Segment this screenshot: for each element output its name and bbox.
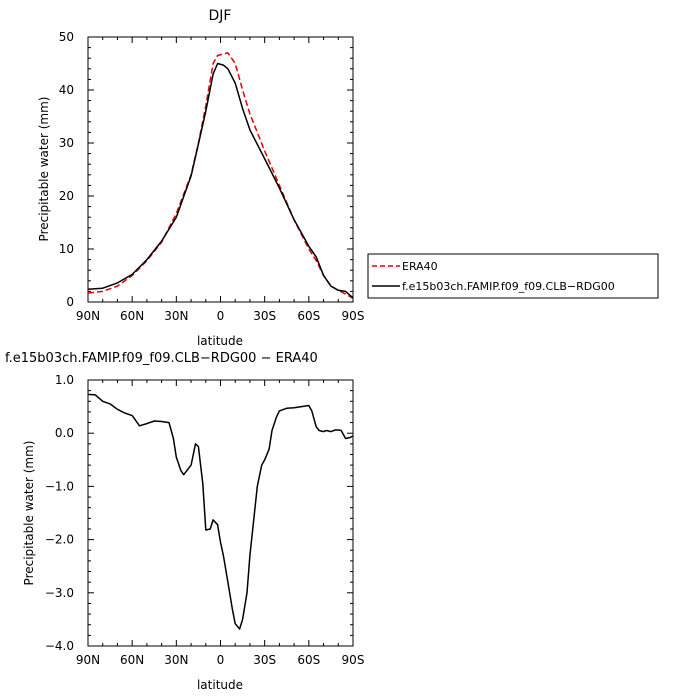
bottom-chart-title: f.e15b03ch.FAMIP.f09_f09.CLB−RDG00 − ERA… (5, 351, 318, 366)
top-chart-ytick-label: 50 (59, 30, 74, 44)
legend-model-label: f.e15b03ch.FAMIP.f09_f09.CLB−RDG00 (402, 280, 615, 293)
top-chart-series-line-1 (87, 62, 354, 299)
top-chart-xtick-label: 30S (253, 309, 276, 323)
top-chart-xtick-label: 0 (217, 309, 225, 323)
top-chart-ytick-label: 10 (59, 242, 74, 256)
bottom-chart-frame (87, 379, 354, 647)
top-chart-xtick-label: 60N (120, 309, 144, 323)
top-chart-ytick-label: 30 (59, 136, 74, 150)
top-chart-xtick-label: 90S (342, 309, 365, 323)
bottom-chart-xtick-label: 0 (217, 653, 225, 667)
top-chart-xtick-label: 30N (164, 309, 188, 323)
bottom-chart-xtick-label: 30S (253, 653, 276, 667)
bottom-chart-ytick-label: −4.0 (45, 639, 74, 653)
legend: ERA40 f.e15b03ch.FAMIP.f09_f09.CLB−RDG00 (367, 253, 659, 299)
bottom-chart-ylabel: Precipitable water (mm) (22, 441, 36, 586)
top-chart-ytick-label: 20 (59, 189, 74, 203)
bottom-chart-xlabel: latitude (197, 678, 243, 692)
top-chart-ylabel: Precipitable water (mm) (37, 97, 51, 242)
top-chart-xtick-label: 90N (76, 309, 100, 323)
top-chart-frame (87, 36, 354, 303)
bottom-chart-ytick-label: −1.0 (45, 479, 74, 493)
bottom-chart-ytick-label: 1.0 (55, 373, 74, 387)
bottom-chart-ytick-label: 0.0 (55, 426, 74, 440)
bottom-chart-ytick-label: −3.0 (45, 586, 74, 600)
top-chart-ytick-label: 40 (59, 83, 74, 97)
bottom-chart-xtick-label: 90S (342, 653, 365, 667)
legend-era40-label: ERA40 (402, 260, 438, 273)
bottom-chart-xtick-label: 90N (76, 653, 100, 667)
bottom-chart-xtick-label: 30N (164, 653, 188, 667)
legend-box (367, 253, 659, 299)
bottom-chart-series-line-0 (87, 393, 354, 630)
top-chart-ytick-label: 0 (66, 295, 74, 309)
bottom-chart-xtick-label: 60N (120, 653, 144, 667)
top-chart-series-line-0 (87, 52, 354, 299)
top-chart-title: DJF (209, 8, 232, 24)
bottom-chart-ytick-label: −2.0 (45, 533, 74, 547)
top-chart-xlabel: latitude (197, 334, 243, 348)
top-chart-xtick-label: 60S (297, 309, 320, 323)
bottom-chart-xtick-label: 60S (297, 653, 320, 667)
